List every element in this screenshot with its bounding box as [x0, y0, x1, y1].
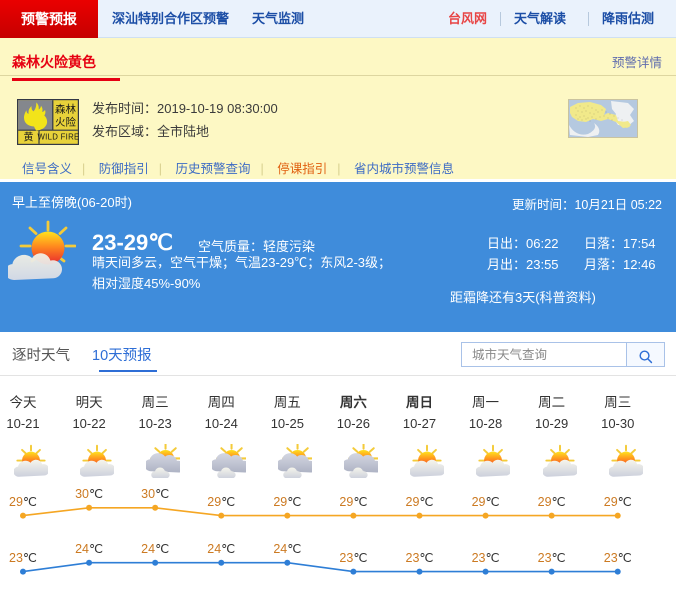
- svg-text:森林: 森林: [55, 103, 76, 116]
- svg-text:WILD FIRE: WILD FIRE: [37, 133, 79, 142]
- svg-text:火险: 火险: [55, 116, 76, 129]
- svg-text:黄: 黄: [24, 131, 34, 144]
